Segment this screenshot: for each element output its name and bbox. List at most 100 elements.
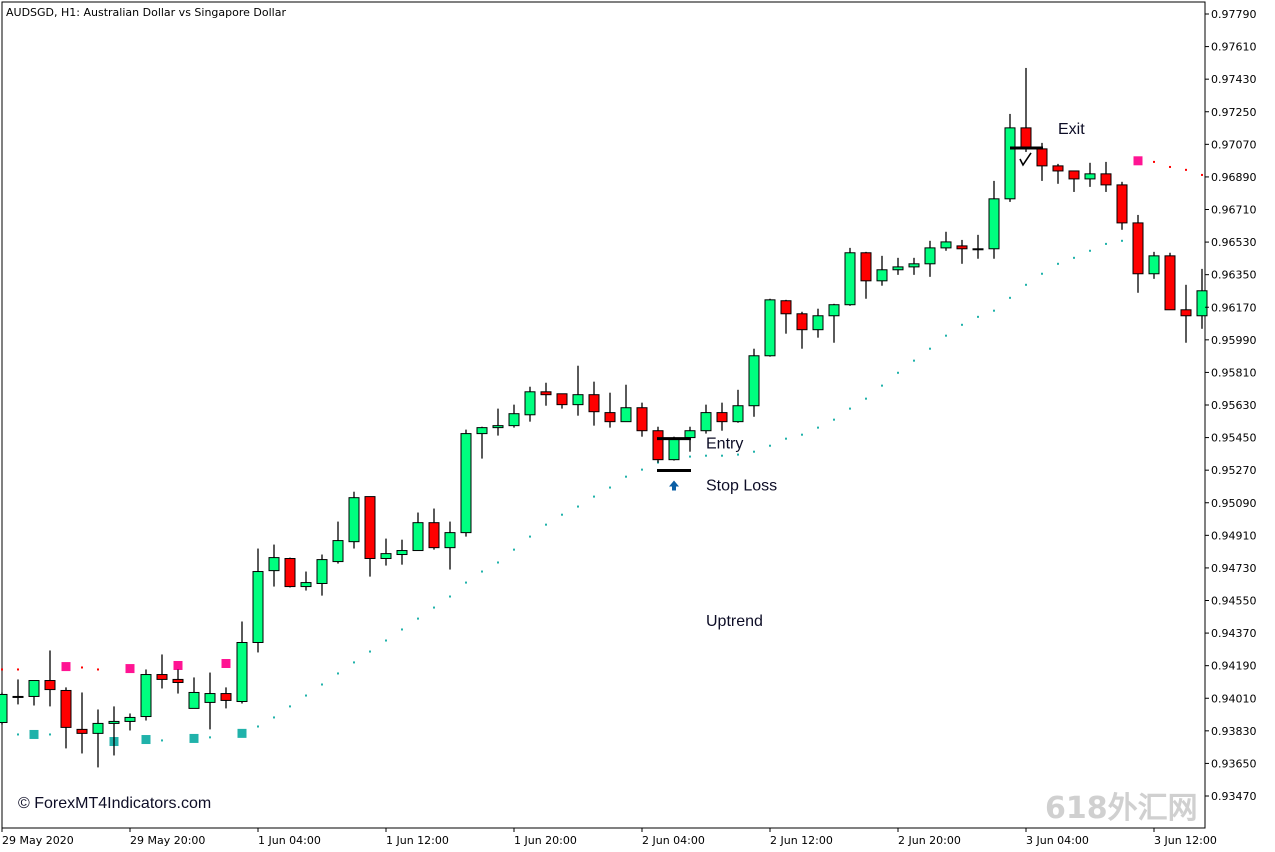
support-dot [881,384,883,387]
support-dot [1089,249,1091,252]
bull-candle [1084,173,1096,180]
exit-label: Exit [1058,121,1085,138]
support-dot [641,468,643,471]
support-dot [1073,256,1075,259]
support-dot [705,454,707,457]
support-dot [1121,239,1123,242]
support-dot [785,437,787,440]
support-signal-square [237,728,247,738]
bull-candle [940,241,952,249]
bull-candle [300,582,312,588]
bear-candle [588,394,600,413]
support-dot [17,733,19,736]
support-dot [321,683,323,686]
bull-candle [236,642,248,703]
price-tick-label: 0.93830 [1211,725,1257,738]
support-dot [609,486,611,489]
support-dot [497,561,499,564]
support-dot [305,694,307,697]
price-tick-label: 0.96710 [1211,204,1257,217]
support-dot [289,705,291,708]
support-dot [593,495,595,498]
bear-candle [1116,184,1128,224]
bull-candle [844,252,856,306]
support-dot [353,661,355,664]
bull-candle [108,720,120,724]
support-dot [513,548,515,551]
support-dot [1009,296,1011,299]
support-dot [897,371,899,374]
support-dot [401,628,403,631]
resistance-dot [1153,160,1155,163]
price-tick-label: 0.96890 [1211,171,1257,184]
bull-candle [0,693,8,724]
price-tick-label: 0.95990 [1211,334,1257,347]
support-dot [481,570,483,573]
bear-candle [60,689,72,728]
support-dot [625,475,627,478]
bull-candle [396,550,408,556]
entry-label: Entry [706,436,743,453]
price-axis: 0.97790 0.97610 0.97430 0.97250 0.97070 0.968… [1205,8,1257,803]
resistance-dot [1185,168,1187,171]
bull-candle [412,522,424,552]
price-tick-label: 0.95450 [1211,432,1257,445]
bear-candle [76,728,88,734]
bull-candle [524,391,536,416]
price-tick-label: 0.93650 [1211,757,1257,770]
time-axis: 29 May 2020 29 May 20:00 1 Jun 04:00 1 Jun … [1,828,1217,847]
support-dot [801,433,803,436]
bull-candle [828,304,840,317]
bear-candle [652,430,664,461]
bull-candle [1148,255,1160,275]
price-tick-label: 0.95090 [1211,497,1257,510]
support-dot [721,454,723,457]
watermark-logo: 618外汇网 [1045,791,1198,826]
bull-candle [732,405,744,423]
bull-candle [764,299,776,357]
price-tick-label: 0.93470 [1211,790,1257,803]
price-tick-label: 0.94010 [1211,692,1257,705]
bull-candle [444,532,456,549]
time-tick-label: 2 Jun 04:00 [642,834,705,847]
plot-area [1,1,1206,829]
resistance-signal-square [221,658,231,668]
bear-candle [860,252,872,282]
bear-candle [1180,309,1192,317]
bull-candle [140,674,152,718]
price-tick-label: 0.95810 [1211,366,1257,379]
price-tick-label: 0.94730 [1211,562,1257,575]
bull-candle [188,691,200,709]
bear-candle [780,300,792,315]
time-tick-label: 29 May 2020 [2,834,74,847]
support-dot [209,736,211,739]
support-dot [945,334,947,337]
bear-candle [556,393,568,406]
resistance-dot [1,668,3,671]
bear-candle [284,558,296,588]
bull-candle [332,540,344,563]
bull-candle [28,680,40,697]
bear-candle [1036,148,1048,167]
bull-candle [348,497,360,543]
trade-markers [657,146,1043,491]
support-dot [833,418,835,421]
bull-candle [972,248,984,251]
support-dot [1041,272,1043,275]
candles [0,67,1208,768]
bull-candle [508,413,520,427]
support-dot [1057,262,1059,265]
bull-candle [380,553,392,560]
bear-candle [44,680,56,691]
time-tick-label: 29 May 20:00 [130,834,205,847]
bull-candle [204,693,216,703]
support-dot [865,397,867,400]
price-tick-label: 0.96350 [1211,269,1257,282]
support-dot [753,450,755,453]
support-dot [929,347,931,350]
bear-candle [428,522,440,549]
support-dot [577,505,579,508]
bear-candle [796,313,808,331]
time-tick-label: 1 Jun 20:00 [514,834,577,847]
